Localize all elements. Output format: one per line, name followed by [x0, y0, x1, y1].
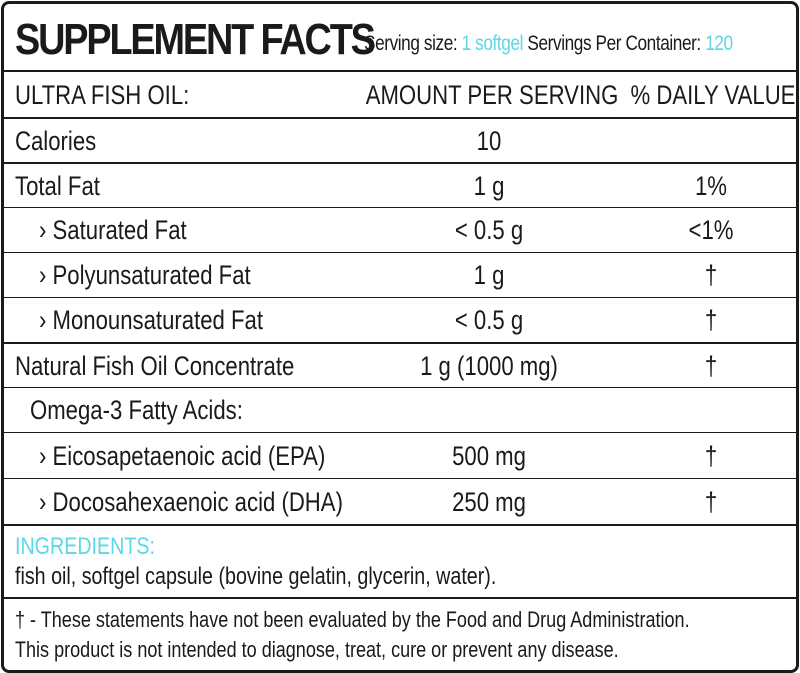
- serving-size-label: Serving size:: [364, 32, 458, 55]
- row-name: › Eicosapetaenoic acid (EPA): [39, 440, 326, 471]
- serving-size-value: 1 softgel: [461, 32, 524, 55]
- table-row: › Saturated Fat < 0.5 g <1%: [4, 207, 796, 253]
- footnote-line-1: † - These statements have not been evalu…: [15, 607, 690, 632]
- row-name: › Docosahexaenoic acid (DHA): [39, 486, 343, 517]
- table-row: Omega-3 Fatty Acids:: [4, 387, 796, 433]
- row-name: Total Fat: [15, 171, 100, 201]
- ingredients-title: INGREDIENTS:: [15, 533, 155, 560]
- servings-label: Servings Per Container:: [527, 32, 701, 55]
- table-row: › Monounsaturated Fat < 0.5 g †: [4, 297, 796, 343]
- row-name: › Monounsaturated Fat: [39, 305, 263, 335]
- row-name: Natural Fish Oil Concentrate: [15, 351, 295, 381]
- table-row: › Eicosapetaenoic acid (EPA) 500 mg †: [4, 432, 796, 479]
- table-row: Natural Fish Oil Concentrate 1 g (1000 m…: [4, 342, 796, 389]
- column-header-name: ULTRA FISH OIL:: [15, 80, 190, 110]
- ingredients-section: INGREDIENTS: fish oil, softgel capsule (…: [4, 524, 796, 599]
- row-name: Calories: [15, 126, 97, 156]
- table-row: › Polyunsaturated Fat 1 g †: [4, 252, 796, 298]
- header: SUPPLEMENT FACTS Serving size: 1 softgel…: [4, 4, 796, 70]
- row-name: Omega-3 Fatty Acids:: [30, 395, 243, 425]
- table-row: › Docosahexaenoic acid (DHA) 250 mg †: [4, 478, 796, 525]
- footnote-section: † - These statements have not been evalu…: [4, 597, 796, 670]
- row-name: › Saturated Fat: [39, 215, 187, 245]
- table-row: Calories 10: [4, 117, 796, 164]
- column-header-row: ULTRA FISH OIL: AMOUNT PER SERVING % DAI…: [4, 70, 796, 119]
- servings-value: 120: [705, 32, 733, 55]
- table-row: Total Fat 1 g 1%: [4, 162, 796, 209]
- row-name: › Polyunsaturated Fat: [39, 260, 251, 290]
- ingredients-text: fish oil, softgel capsule (bovine gelati…: [15, 563, 497, 590]
- footnote-line-2: This product is not intended to diagnose…: [15, 637, 619, 662]
- serving-info: Serving size: 1 softgel Servings Per Con…: [364, 32, 733, 56]
- panel-title: SUPPLEMENT FACTS: [15, 15, 376, 64]
